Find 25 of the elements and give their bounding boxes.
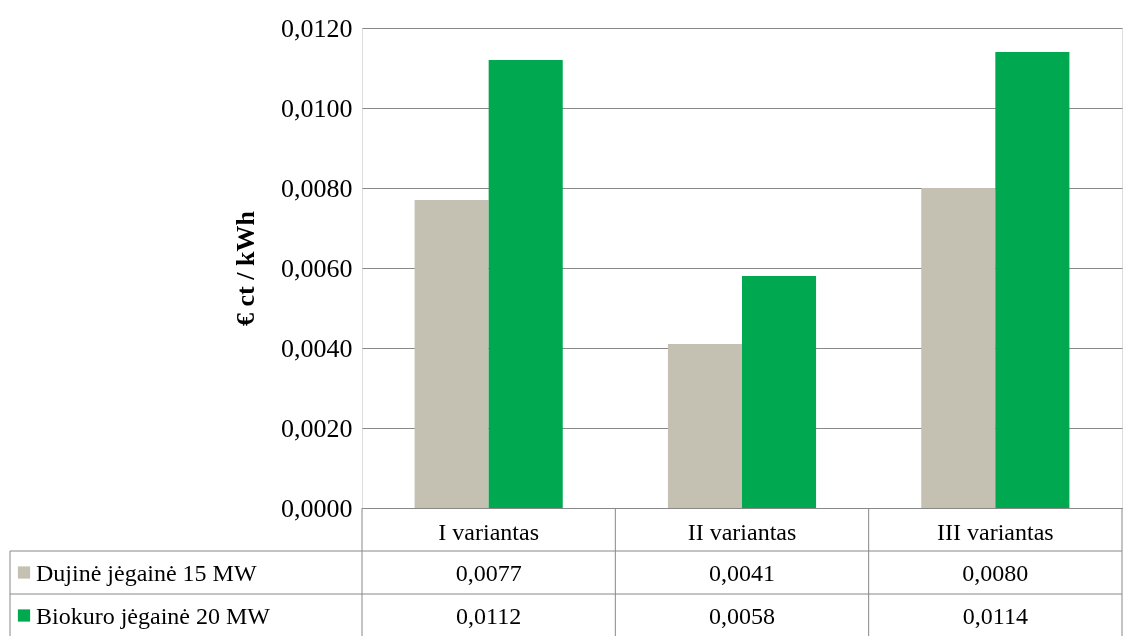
y-tick-label: 0,0020: [281, 413, 353, 443]
y-tick-label: 0,0100: [281, 93, 353, 123]
y-tick-label: 0,0040: [281, 333, 353, 363]
data-label: 0,0058: [709, 602, 775, 629]
x-tick-label: III variantas: [937, 518, 1054, 545]
data-label: 0,0112: [456, 602, 522, 629]
data-label: 0,0080: [962, 559, 1029, 586]
data-label: 0,0041: [709, 559, 775, 586]
data-label: 0,0077: [455, 559, 522, 586]
data-label: 0,0114: [962, 602, 1028, 629]
x-tick-label: I variantas: [438, 518, 539, 545]
x-tick-label: II variantas: [687, 518, 797, 545]
bar: [921, 188, 996, 508]
y-tick-label: 0,0060: [281, 253, 353, 283]
y-tick-label: 0,0000: [281, 493, 353, 523]
y-axis-title: € ct / kWh: [231, 210, 260, 326]
y-tick-label: 0,0080: [281, 173, 353, 203]
bar: [742, 276, 817, 508]
bar: [414, 200, 489, 508]
bar: [667, 344, 742, 508]
legend-label: Dujinė jėgainė 15 MW: [36, 559, 257, 586]
y-tick-label: 0,0120: [281, 13, 353, 43]
legend-label: Biokuro jėgainė 20 MW: [36, 602, 271, 629]
bar: [488, 60, 563, 508]
bar: [995, 52, 1070, 508]
